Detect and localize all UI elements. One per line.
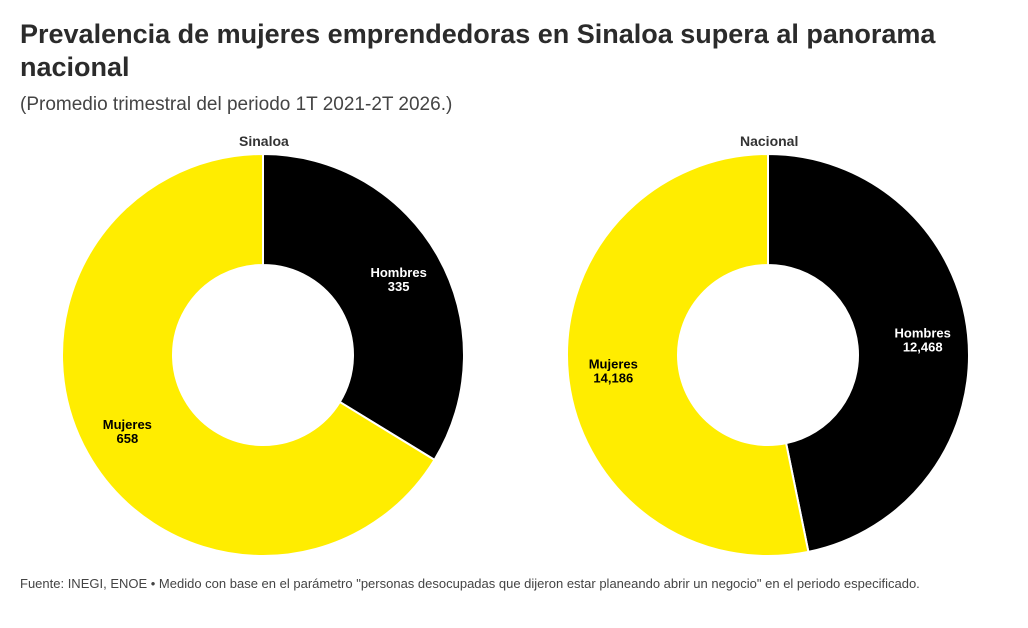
- slice-label-hombres: Hombres: [370, 265, 426, 280]
- slice-mujeres: [566, 152, 810, 557]
- slice-mujeres: [61, 152, 436, 557]
- donut-label-sinaloa: Sinaloa: [239, 133, 289, 149]
- slice-hombres: [767, 152, 970, 554]
- slice-value-mujeres: 14,186: [593, 371, 633, 386]
- slice-hombres: [262, 152, 465, 462]
- slice-label-mujeres: Mujeres: [103, 417, 152, 432]
- chart-subtitle: (Promedio trimestral del periodo 1T 2021…: [20, 94, 453, 115]
- chart-footer: Fuente: INEGI, ENOE • Medido con base en…: [20, 576, 920, 591]
- slice-label-hombres: Hombres: [895, 325, 951, 340]
- slice-value-mujeres: 658: [117, 431, 139, 446]
- slice-label-mujeres: Mujeres: [589, 357, 638, 372]
- slice-value-hombres: 12,468: [903, 339, 943, 354]
- donut-label-nacional: Nacional: [740, 133, 799, 149]
- chart-title: Prevalencia de mujeres emprendedoras en …: [20, 19, 936, 82]
- slice-value-hombres: 335: [388, 279, 410, 294]
